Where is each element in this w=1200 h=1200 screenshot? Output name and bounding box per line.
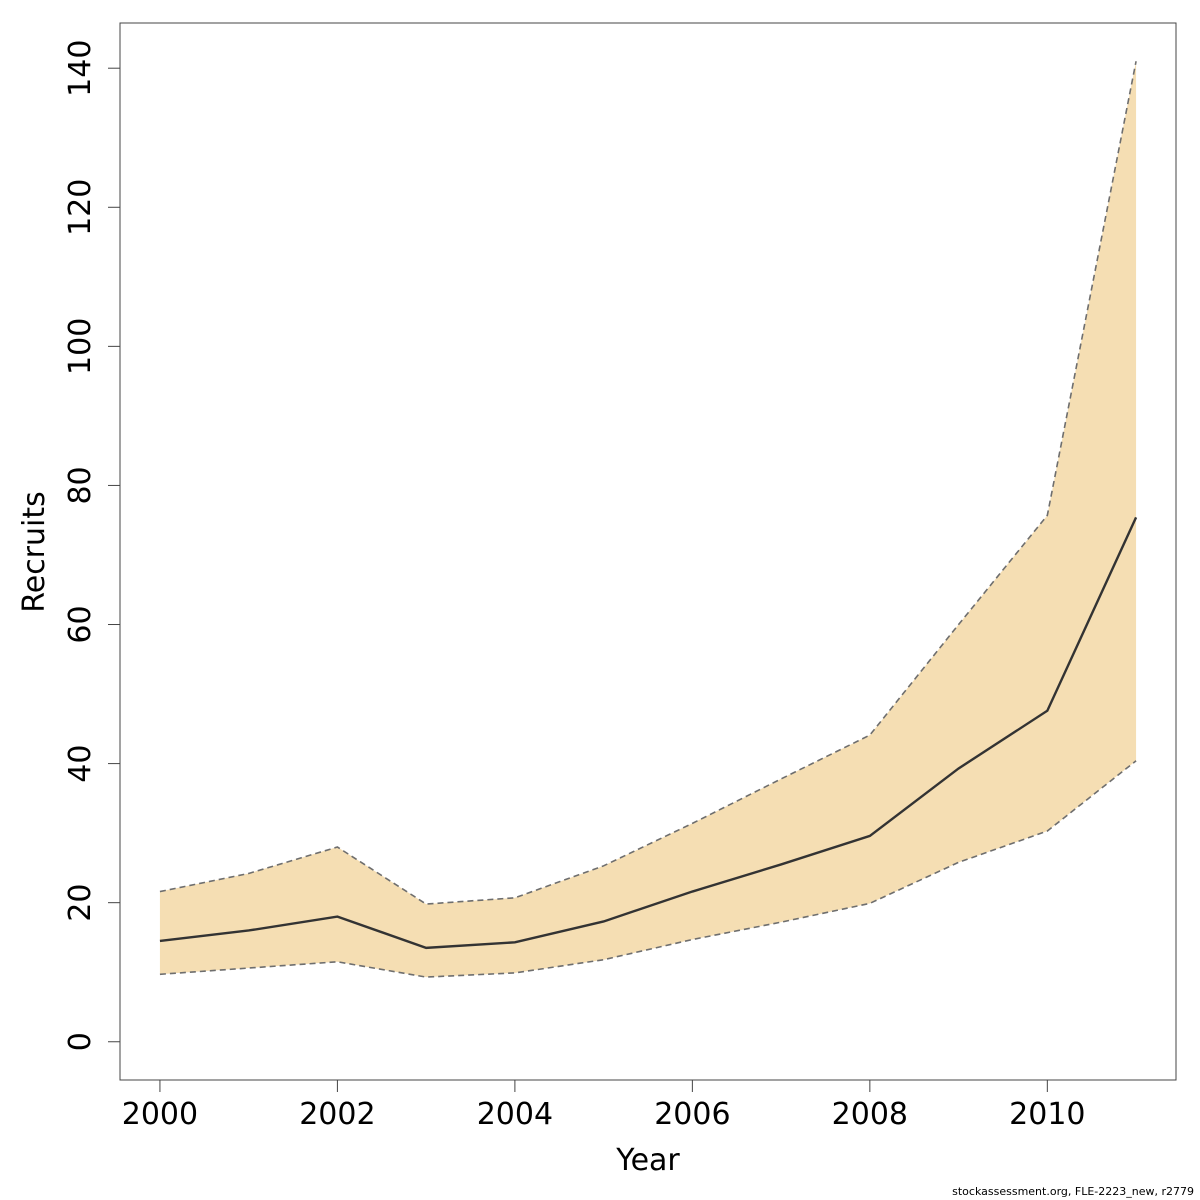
x-tick-label: 2000 — [122, 1097, 198, 1132]
x-tick-label: 2008 — [832, 1097, 908, 1132]
y-tick-label: 80 — [63, 466, 98, 504]
x-axis-title: Year — [615, 1143, 680, 1178]
credit-footer: stockassessment.org, FLE-2223_new, r2779 — [952, 1185, 1194, 1198]
x-tick-label: 2004 — [477, 1097, 553, 1132]
y-tick-label: 0 — [63, 1032, 98, 1051]
y-tick-label: 60 — [63, 605, 98, 643]
upper-bound-line — [159, 61, 1137, 905]
x-tick-label: 2010 — [1009, 1097, 1085, 1132]
y-axis: 0 20 40 60 80 100 120 140 — [63, 40, 121, 1051]
series-line-layer — [159, 516, 1138, 950]
y-tick-label: 20 — [63, 884, 98, 922]
confidence-band-layer — [159, 61, 1137, 978]
x-tick-label: 2006 — [654, 1097, 730, 1132]
x-axis: 2000 2002 2004 2006 2008 2010 — [122, 1079, 1086, 1132]
y-tick-label: 40 — [63, 745, 98, 783]
lower-bound-line — [159, 760, 1137, 978]
y-tick-label: 140 — [63, 40, 98, 97]
y-tick-label: 100 — [63, 318, 98, 375]
x-tick-label: 2002 — [299, 1097, 375, 1132]
confidence-band — [159, 61, 1137, 978]
y-tick-label: 120 — [63, 179, 98, 236]
recruits-series-line — [159, 516, 1138, 950]
y-axis-title: Recruits — [17, 491, 52, 613]
